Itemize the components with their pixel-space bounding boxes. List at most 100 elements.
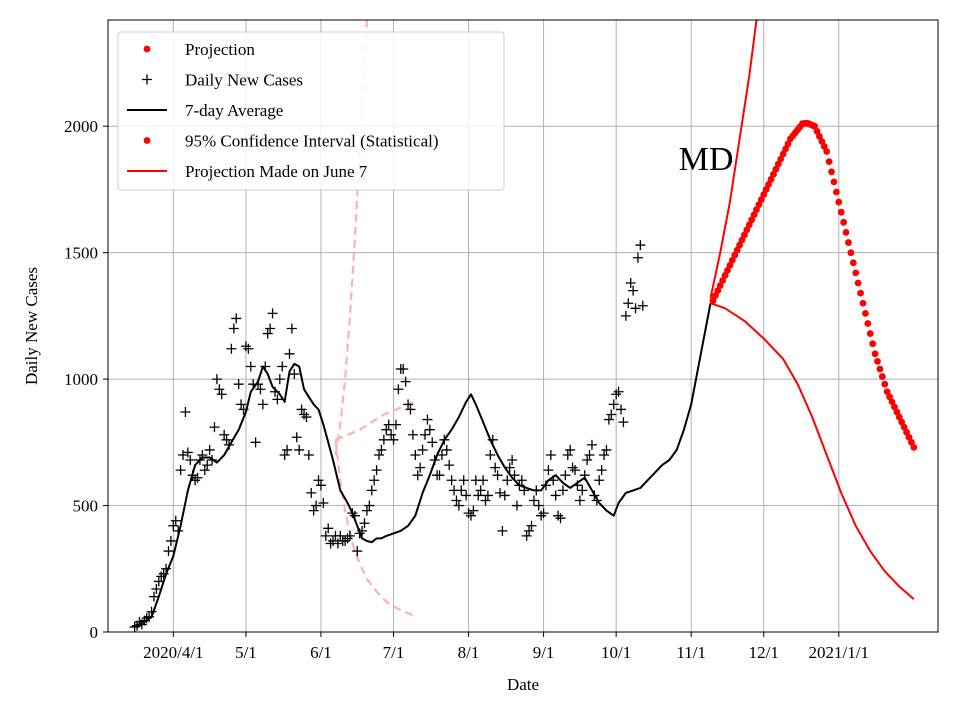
daily-case-marker	[533, 500, 544, 511]
x-tick-label: 2021/1/1	[809, 643, 869, 662]
daily-case-marker	[453, 500, 464, 511]
daily-case-marker	[478, 475, 489, 486]
daily-case-marker	[594, 475, 605, 486]
daily-case-marker	[308, 505, 319, 516]
x-axis-label: Date	[507, 675, 539, 694]
legend-entry: 7-day Average	[127, 101, 283, 120]
x-tick-label: 10/1	[601, 643, 631, 662]
daily-case-marker	[490, 462, 501, 473]
daily-case-marker	[163, 546, 174, 557]
daily-case-marker	[192, 472, 203, 483]
daily-case-marker	[516, 475, 527, 486]
x-tick-label: 8/1	[458, 643, 480, 662]
daily-case-marker	[386, 429, 397, 440]
daily-case-marker	[289, 369, 300, 380]
daily-case-marker	[419, 429, 430, 440]
projection-point	[743, 226, 751, 234]
projection-point	[755, 201, 763, 209]
daily-case-marker	[543, 465, 554, 476]
projection-point	[728, 256, 736, 264]
x-tick-label: 5/1	[235, 643, 257, 662]
projection-point	[721, 272, 729, 279]
daily-case-marker	[376, 444, 387, 455]
daily-case-marker	[623, 298, 634, 309]
daily-case-marker	[245, 361, 256, 372]
projection-point	[830, 178, 838, 186]
projection-point	[837, 208, 845, 216]
daily-case-marker	[388, 434, 399, 445]
y-tick-label: 500	[73, 497, 99, 516]
daily-case-marker	[359, 518, 370, 529]
daily-case-marker	[153, 576, 164, 587]
projection-point	[770, 170, 777, 178]
legend-entry: Projection Made on June 7	[127, 162, 368, 181]
legend-entry: Daily New Cases	[142, 71, 303, 90]
daily-case-marker	[565, 444, 576, 455]
projection-point	[733, 246, 741, 254]
projection-point	[888, 398, 896, 406]
daily-case-marker	[577, 485, 588, 496]
daily-case-marker	[332, 538, 343, 549]
daily-case-marker	[371, 465, 382, 476]
daily-case-marker	[175, 465, 186, 476]
projection-point	[876, 365, 884, 373]
projection-point	[862, 309, 869, 317]
daily-case-marker	[265, 323, 276, 334]
daily-case-marker	[601, 444, 612, 455]
daily-case-marker	[632, 252, 643, 263]
projection-point	[760, 191, 768, 198]
daily-case-marker	[185, 455, 196, 466]
daily-case-marker	[374, 449, 385, 460]
daily-case-marker	[560, 470, 571, 481]
daily-case-marker	[294, 444, 305, 455]
daily-case-marker	[553, 510, 564, 521]
daily-case-marker	[233, 379, 244, 390]
daily-case-marker	[211, 374, 222, 385]
legend-label: 95% Confidence Interval (Statistical)	[185, 132, 439, 151]
daily-case-marker	[482, 490, 493, 501]
projection-point	[816, 132, 823, 140]
projection-point	[849, 259, 857, 267]
projection-point	[731, 251, 739, 259]
projection-point	[813, 127, 821, 135]
legend-entry: 95% Confidence Interval (Statistical)	[143, 132, 439, 151]
daily-case-marker	[524, 525, 535, 536]
daily-case-marker	[168, 520, 179, 531]
projection-point	[767, 175, 775, 183]
daily-case-marker	[274, 374, 285, 385]
daily-case-marker	[216, 389, 227, 400]
daily-case-marker	[199, 465, 210, 476]
projection-point	[724, 266, 731, 274]
daily-case-marker	[342, 533, 353, 544]
projection-point	[757, 196, 765, 203]
projection-point	[750, 211, 758, 219]
projection-point	[714, 287, 722, 294]
state-annotation: MD	[679, 141, 734, 178]
daily-case-marker	[323, 523, 334, 534]
daily-case-marker	[492, 470, 503, 481]
projection-point	[748, 216, 756, 224]
projection-point	[852, 269, 860, 277]
daily-case-marker	[427, 437, 438, 448]
projection-point	[736, 241, 743, 249]
daily-case-marker	[344, 530, 355, 541]
daily-case-marker	[422, 414, 433, 425]
daily-case-marker	[315, 480, 326, 491]
y-axis-label: Daily New Cases	[22, 267, 41, 385]
daily-case-marker	[586, 439, 597, 450]
legend-box	[117, 31, 505, 191]
projection-point	[895, 413, 903, 421]
legend-label: Daily New Cases	[185, 71, 303, 90]
daily-case-marker	[398, 363, 409, 374]
daily-case-marker	[618, 417, 629, 428]
projection-point	[832, 188, 840, 196]
daily-case-marker	[378, 434, 389, 445]
projection-point	[864, 320, 872, 327]
projection-point	[811, 122, 818, 130]
daily-case-marker	[282, 444, 293, 455]
projection-point	[854, 279, 862, 287]
daily-case-marker	[495, 487, 506, 498]
daily-case-marker	[436, 449, 447, 460]
legend-label: Projection Made on June 7	[185, 162, 368, 181]
june7-confidence-band-line	[334, 439, 416, 618]
